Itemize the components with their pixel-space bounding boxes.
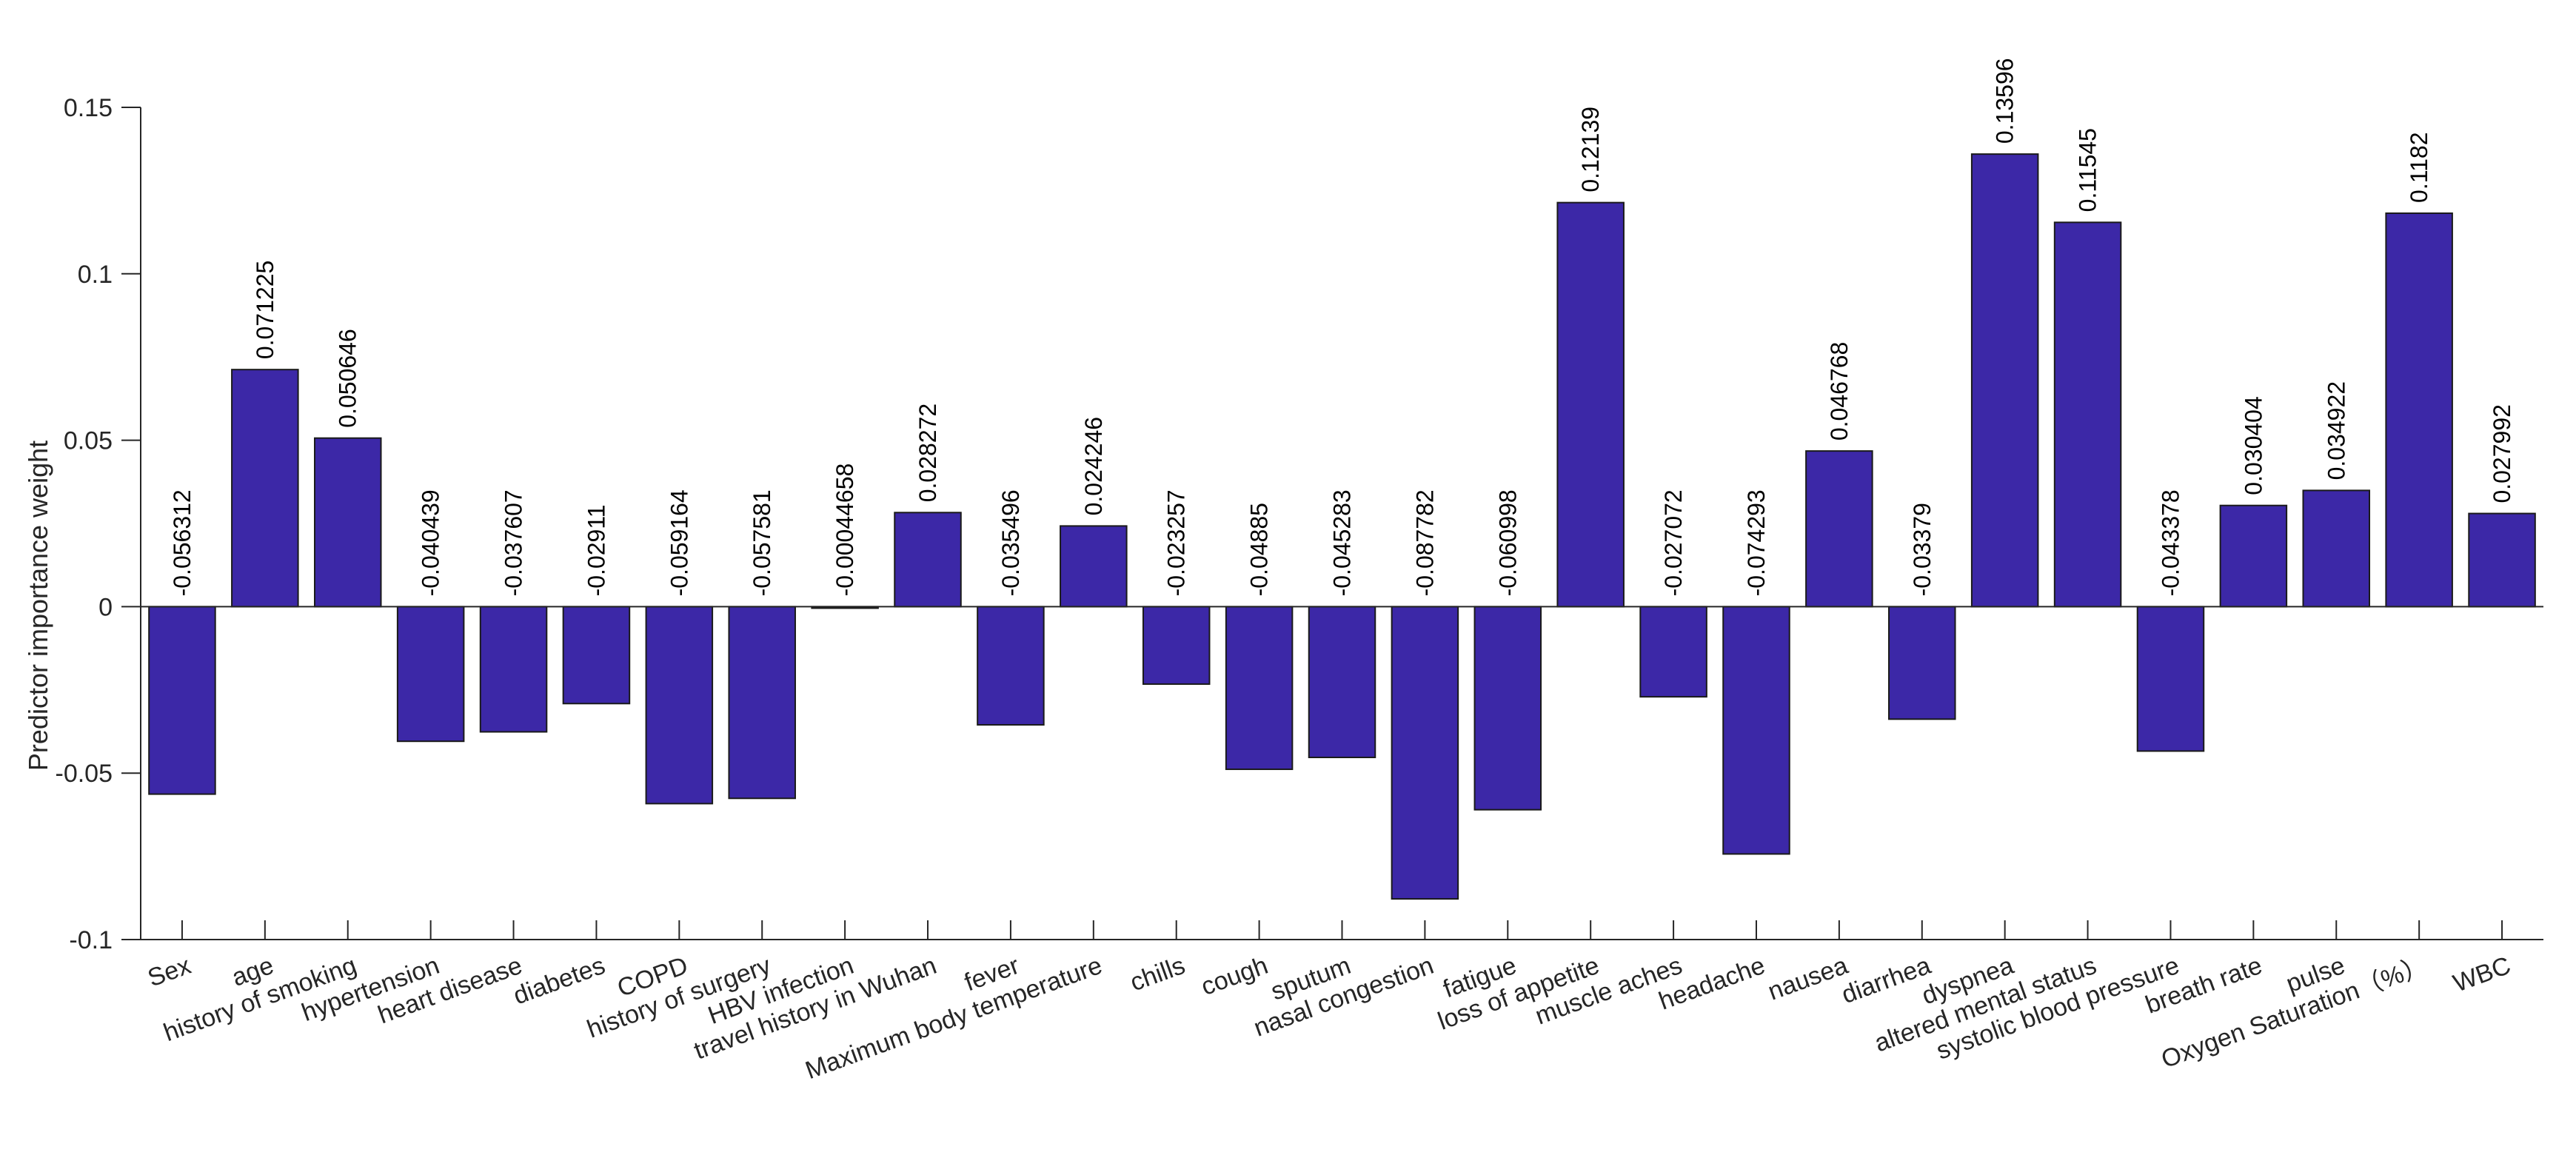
value-label: 0.071225 — [252, 261, 278, 359]
bar — [1060, 525, 1128, 608]
value-label: -0.074293 — [1743, 489, 1770, 596]
bar — [728, 606, 796, 800]
x-tick-label: WBC — [2449, 951, 2515, 998]
bar — [1142, 606, 1211, 685]
bar — [1722, 606, 1790, 855]
value-label: -0.03379 — [1909, 503, 1936, 596]
bar — [148, 606, 216, 795]
bar — [479, 606, 548, 733]
value-label: -0.037607 — [501, 489, 527, 596]
value-label: -0.059164 — [666, 489, 692, 596]
y-tick-label: 0.1 — [78, 261, 113, 289]
bar — [2468, 512, 2536, 608]
bar — [977, 606, 1045, 726]
y-tick-label: -0.05 — [56, 760, 113, 788]
value-labels: -0.056312 0.071225 0.050646 -0.040439 -0.037… — [169, 58, 2515, 596]
value-label: 0.046768 — [1826, 342, 1853, 441]
bar — [1805, 450, 1873, 608]
value-label: 0.024246 — [1080, 417, 1107, 515]
value-label: -0.043378 — [2157, 489, 2184, 596]
x-tick-label: diarrhea — [1838, 951, 1934, 1009]
bar — [645, 606, 714, 805]
x-tick-label: chills — [1126, 951, 1188, 997]
value-label: 0.028272 — [914, 404, 941, 502]
bar — [1970, 153, 2039, 608]
bar — [231, 369, 299, 608]
bar — [2136, 606, 2205, 752]
x-tick-label: diabetes — [509, 951, 609, 1011]
bar — [396, 606, 465, 743]
value-label: 0.034922 — [2323, 381, 2349, 480]
value-label: -0.04885 — [1246, 503, 1273, 596]
value-label: 0.027992 — [2489, 404, 2515, 503]
x-tick-label: nausea — [1764, 951, 1852, 1006]
value-label: -0.00044658 — [832, 463, 858, 597]
bar — [1556, 201, 1625, 608]
bar — [2219, 504, 2288, 608]
value-label: -0.045283 — [1329, 489, 1356, 596]
value-label: -0.027072 — [1660, 489, 1687, 596]
bar — [2053, 221, 2122, 608]
bar — [2385, 212, 2453, 608]
value-label: 0.1182 — [2406, 132, 2432, 203]
value-label: 0.050646 — [335, 329, 361, 427]
bar — [1391, 606, 1459, 900]
y-axis: 0.15 0.1 0.05 0 -0.05 -0.1 — [56, 94, 141, 954]
bar — [1225, 606, 1294, 771]
value-label: -0.02911 — [583, 504, 609, 596]
bar — [313, 437, 382, 608]
bar — [1639, 606, 1707, 698]
bar — [562, 606, 631, 705]
y-tick-label: 0.05 — [64, 427, 113, 455]
bar — [1888, 606, 1956, 720]
value-label: -0.057581 — [749, 489, 775, 596]
value-label: 0.030404 — [2240, 396, 2266, 495]
value-label: -0.023257 — [1163, 489, 1190, 596]
value-label: -0.087782 — [1411, 489, 1438, 596]
bar — [2302, 489, 2371, 608]
value-label: -0.035496 — [997, 489, 1024, 596]
bar — [1473, 606, 1542, 811]
x-tick-label: cough — [1197, 951, 1271, 1001]
value-label: -0.060998 — [1494, 489, 1521, 596]
bar — [894, 512, 962, 608]
value-label: -0.056312 — [169, 489, 195, 596]
y-tick-label: -0.1 — [69, 926, 113, 954]
value-label: 0.12139 — [1577, 107, 1604, 193]
value-label: 0.11545 — [2075, 128, 2101, 212]
value-label: 0.13596 — [1992, 58, 2018, 144]
x-tick-label: Sex — [144, 951, 195, 993]
value-label: -0.040439 — [418, 489, 444, 596]
y-axis-label: Predictor importance weight — [23, 441, 53, 771]
bar — [1308, 606, 1376, 758]
y-tick-label: 0 — [98, 593, 113, 621]
y-tick-label: 0.15 — [64, 94, 113, 122]
bars — [148, 153, 2536, 900]
